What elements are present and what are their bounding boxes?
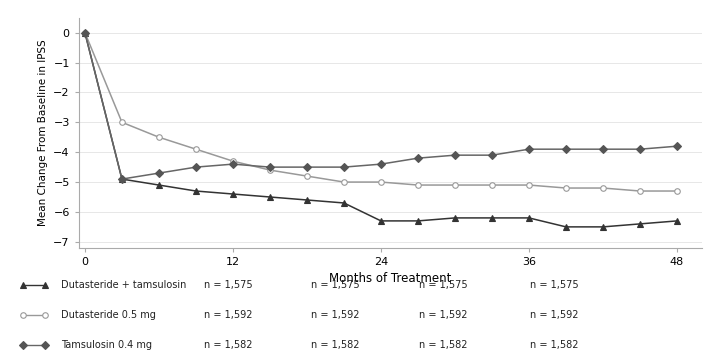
Text: n = 1,592: n = 1,592 <box>311 310 360 320</box>
Text: n = 1,575: n = 1,575 <box>311 280 360 290</box>
Text: n = 1,582: n = 1,582 <box>204 340 253 350</box>
Text: n = 1,582: n = 1,582 <box>419 340 468 350</box>
Text: Dutasteride 0.5 mg: Dutasteride 0.5 mg <box>61 310 156 320</box>
Text: n = 1,575: n = 1,575 <box>530 280 579 290</box>
Text: n = 1,592: n = 1,592 <box>419 310 468 320</box>
Text: n = 1,575: n = 1,575 <box>204 280 253 290</box>
Text: n = 1,582: n = 1,582 <box>311 340 360 350</box>
Text: n = 1,592: n = 1,592 <box>204 310 253 320</box>
Text: Tamsulosin 0.4 mg: Tamsulosin 0.4 mg <box>61 340 152 350</box>
Y-axis label: Mean Change From Baseline in IPSS: Mean Change From Baseline in IPSS <box>38 39 48 226</box>
Text: n = 1,575: n = 1,575 <box>419 280 468 290</box>
Text: Dutasteride + tamsulosin: Dutasteride + tamsulosin <box>61 280 186 290</box>
Text: n = 1,592: n = 1,592 <box>530 310 579 320</box>
X-axis label: Months of Treatment: Months of Treatment <box>329 272 451 285</box>
Text: n = 1,582: n = 1,582 <box>530 340 579 350</box>
